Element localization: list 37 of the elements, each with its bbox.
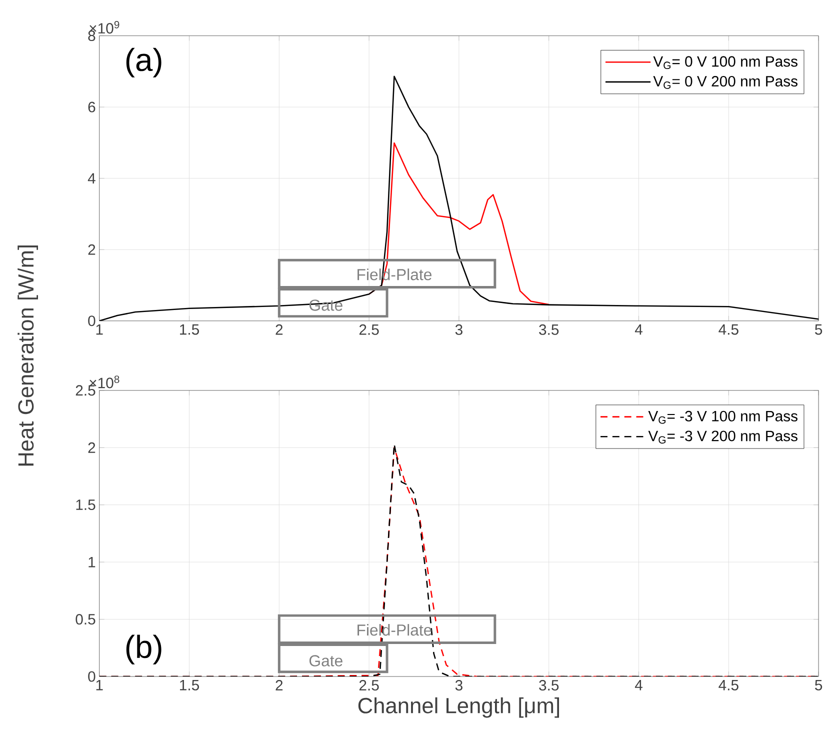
x-axis-title: Channel Length [μm] [358,697,560,718]
y-tick-label: 0 [88,316,96,326]
y-tick-label: 1 [88,556,96,568]
x-tick-label: 1 [96,324,103,335]
x-tick-label: 5 [815,680,822,690]
y-tick-label: 0.5 [76,614,96,625]
x-tick-label: 2 [276,324,283,335]
y-tick-label: 1.5 [76,500,96,510]
annotation: (b) [126,634,162,664]
x-tick-label: 3.5 [539,680,559,691]
legend-label: V$_{G}$= 0 V 200 nm Pass [653,76,798,89]
x-tick-label: 3 [455,680,462,691]
x-tick-label: 1.5 [180,324,199,335]
y-tick-label: 4 [88,173,96,184]
x-tick-label: 2.5 [359,324,379,335]
x-tick-label: 1 [96,680,103,690]
x-tick-label: 1.5 [180,680,199,690]
y-tick-label: 0 [88,671,96,682]
x-tick-label: 4.5 [718,324,738,335]
x-tick-label: 2.5 [359,680,379,691]
legend-label: V$_{G}$= -3 V 200 nm Pass [648,430,798,444]
x-tick-label: 2 [276,680,283,690]
x-tick-label: 3.5 [539,324,559,335]
annotation: Gate [309,655,342,666]
x-tick-label: 4.5 [718,680,738,690]
x-tick-label: 3 [455,324,462,335]
y-tick-label: 6 [88,102,96,112]
annotation: (a) [126,48,162,78]
x-tick-label: 5 [815,324,822,335]
x-tick-label: 4 [634,680,642,690]
x-tick-label: 4 [634,324,642,335]
legend-label: V$_{G}$= -3 V 100 nm Pass [648,410,798,424]
y-tick-label: 2 [88,244,96,255]
line-series [99,76,819,321]
y-axis-title: Heat Generation [W/m] [18,245,38,466]
y-tick-label: 2 [88,442,96,453]
legend-label: V$_{G}$= 0 V 100 nm Pass [653,56,798,70]
